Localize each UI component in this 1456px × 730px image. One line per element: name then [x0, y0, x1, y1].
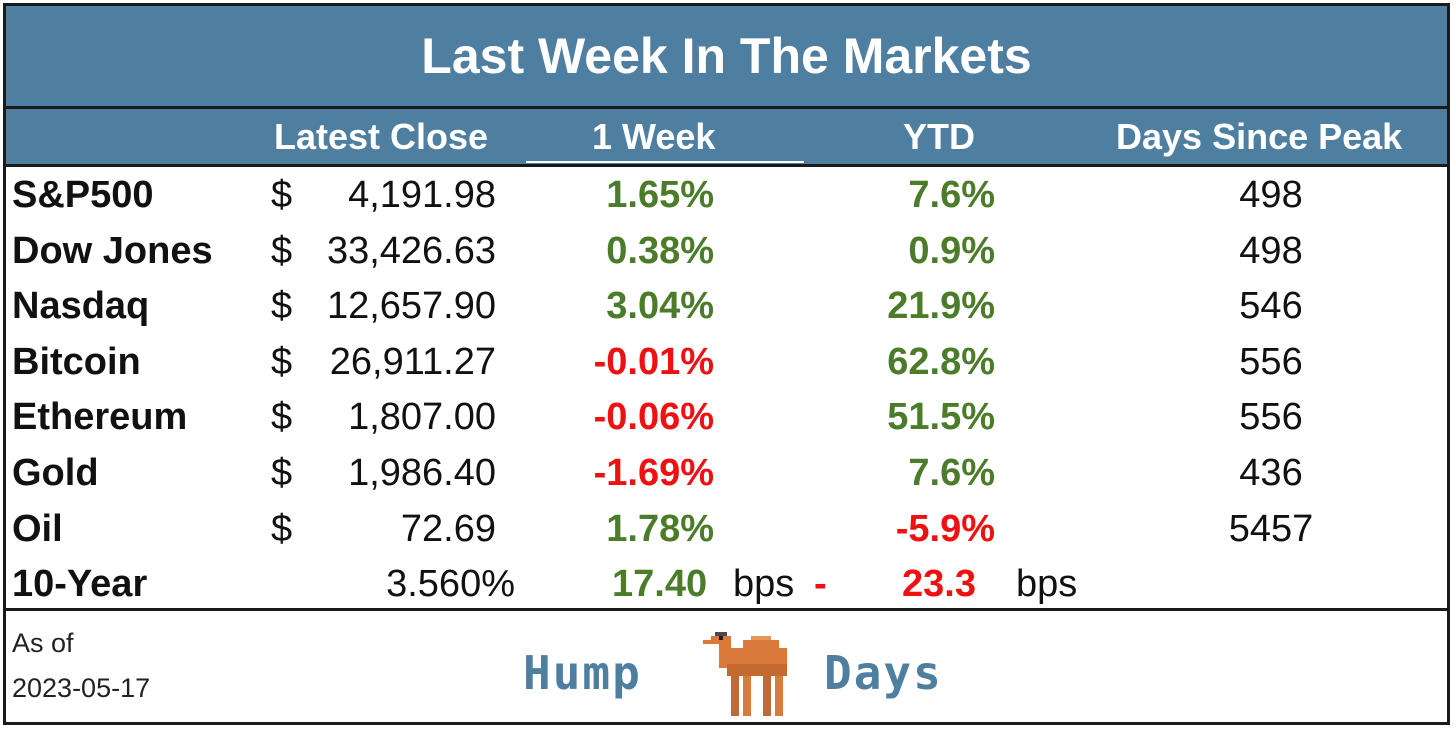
- ten-year-week-unit: bps: [733, 563, 795, 605]
- row-latest-close: 1,986.40: [348, 452, 496, 494]
- table-row-10-year: 10-Year 3.560% 17.40 bps - 23.3 bps: [6, 556, 1447, 612]
- row-dollar-sign: $: [271, 174, 293, 216]
- row-latest-close: 12,657.90: [326, 285, 496, 328]
- row-week-change: 1.65%: [606, 174, 714, 216]
- header-1-week: 1 Week: [592, 116, 716, 157]
- row-dollar-sign: $: [271, 340, 293, 383]
- row-name: Bitcoin: [12, 340, 141, 383]
- ten-year-ytd-value: 23.3: [902, 563, 976, 605]
- row-latest-close: 72.69: [400, 507, 496, 550]
- logo-word-days: Days: [824, 646, 943, 700]
- row-week-change: 0.38%: [606, 229, 714, 272]
- ten-year-ytd-sign: -: [814, 563, 827, 605]
- row-latest-close: 1,807.00: [348, 396, 496, 439]
- table-row: Dow Jones $33,426.63 0.38% 0.9% 498: [6, 223, 1447, 279]
- camel-logo-icon: [703, 632, 787, 716]
- row-days-since-peak: 556: [1239, 340, 1303, 383]
- row-latest-close: 33,426.63: [326, 229, 496, 272]
- row-week-change: 1.78%: [606, 507, 714, 550]
- logo-word-hump: Hump: [523, 646, 642, 700]
- row-dollar-sign: $: [271, 396, 293, 439]
- as-of-date: 2023-05-17: [12, 673, 151, 703]
- row-days-since-peak: 498: [1239, 229, 1303, 272]
- row-week-change: -0.01%: [593, 340, 714, 383]
- row-latest-close: 4,191.98: [348, 174, 496, 216]
- table-row: Bitcoin $26,911.27 -0.01% 62.8% 556: [6, 334, 1447, 390]
- row-ytd-change: 62.8%: [887, 340, 995, 383]
- header-ytd: YTD: [903, 116, 975, 157]
- table-row: Ethereum $1,807.00 -0.06% 51.5% 556: [6, 389, 1447, 445]
- table-row: Oil $72.69 1.78% -5.9% 5457: [6, 501, 1447, 557]
- row-latest-close: 26,911.27: [329, 340, 496, 383]
- row-days-since-peak: 546: [1239, 285, 1303, 328]
- market-summary-card: Last Week In The Markets Latest Close 1 …: [3, 3, 1450, 725]
- table-row: Nasdaq $12,657.90 3.04% 21.9% 546: [6, 278, 1447, 334]
- row-name: Nasdaq: [12, 285, 150, 328]
- row-dollar-sign: $: [271, 285, 293, 328]
- ten-year-yield: 3.560%: [386, 563, 515, 605]
- row-days-since-peak: 556: [1239, 396, 1303, 439]
- row-week-change: 3.04%: [606, 285, 714, 328]
- column-header-bar: Latest Close 1 Week YTD Days Since Peak: [6, 109, 1447, 167]
- row-ytd-change: 21.9%: [887, 285, 995, 328]
- row-days-since-peak: 498: [1239, 174, 1303, 216]
- row-days-since-peak: 436: [1239, 452, 1303, 494]
- row-name: 10-Year: [12, 563, 148, 605]
- header-latest-close: Latest Close: [274, 116, 489, 157]
- row-name: S&P500: [12, 174, 154, 216]
- ten-year-ytd-unit: bps: [1016, 563, 1078, 605]
- page-title: Last Week In The Markets: [421, 28, 1032, 84]
- row-dollar-sign: $: [271, 452, 293, 494]
- as-of-label: As of: [12, 628, 74, 658]
- table-row: S&P500 $4,191.98 1.65% 7.6% 498: [6, 167, 1447, 223]
- row-days-since-peak: 5457: [1228, 507, 1314, 550]
- row-ytd-change: 7.6%: [908, 174, 995, 216]
- ten-year-week-value: 17.40: [612, 563, 708, 605]
- title-bar: Last Week In The Markets: [6, 6, 1447, 109]
- table-row: Gold $1,986.40 -1.69% 7.6% 436: [6, 445, 1447, 501]
- row-name: Oil: [12, 507, 63, 550]
- row-ytd-change: -5.9%: [895, 507, 995, 550]
- row-ytd-change: 0.9%: [908, 229, 995, 272]
- row-dollar-sign: $: [271, 507, 293, 550]
- row-dollar-sign: $: [271, 229, 293, 272]
- header-days-since-peak: Days Since Peak: [1116, 116, 1403, 157]
- row-ytd-change: 51.5%: [887, 396, 995, 439]
- row-ytd-change: 7.6%: [908, 452, 995, 494]
- row-name: Ethereum: [12, 396, 188, 439]
- header-underline-week: [526, 161, 804, 163]
- row-name: Dow Jones: [12, 229, 213, 272]
- row-name: Gold: [12, 452, 99, 494]
- footer-divider: [6, 608, 1447, 611]
- row-week-change: -0.06%: [593, 396, 714, 439]
- row-week-change: -1.69%: [593, 452, 714, 494]
